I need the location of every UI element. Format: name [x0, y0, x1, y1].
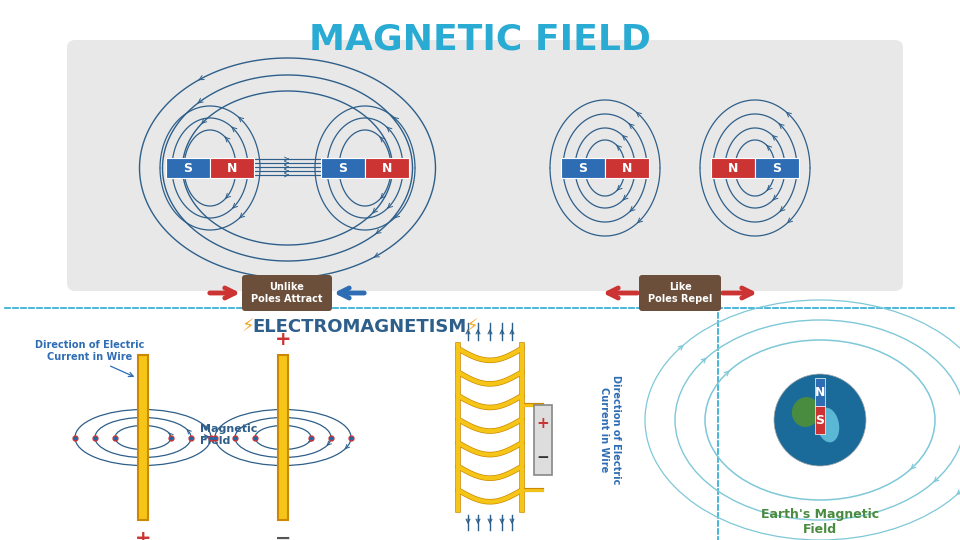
Text: Earth's Magnetic
Field: Earth's Magnetic Field — [761, 508, 879, 536]
Text: N: N — [815, 386, 826, 399]
Ellipse shape — [817, 408, 839, 442]
Text: S: S — [339, 161, 348, 174]
Text: N: N — [622, 161, 633, 174]
Bar — [534, 405, 552, 475]
FancyBboxPatch shape — [639, 275, 721, 311]
Text: −: − — [275, 529, 291, 540]
Text: ⚡: ⚡ — [242, 318, 254, 336]
Text: Direction of Electric
Current in Wire: Direction of Electric Current in Wire — [36, 340, 145, 362]
Text: S: S — [815, 414, 825, 427]
Text: N: N — [227, 161, 237, 174]
Text: Unlike
Poles Attract: Unlike Poles Attract — [252, 282, 323, 304]
Text: Like
Poles Repel: Like Poles Repel — [648, 282, 712, 304]
Text: N: N — [728, 161, 738, 174]
Text: +: + — [275, 330, 291, 349]
Ellipse shape — [792, 397, 820, 427]
Text: Direction of Electric
Current in Wire: Direction of Electric Current in Wire — [599, 375, 621, 485]
Text: MAGNETIC FIELD: MAGNETIC FIELD — [309, 22, 651, 56]
FancyBboxPatch shape — [67, 40, 903, 291]
Bar — [365, 158, 409, 178]
Bar — [210, 158, 254, 178]
Text: −: − — [537, 449, 549, 464]
Bar — [815, 406, 825, 434]
Bar — [711, 158, 755, 178]
Text: S: S — [773, 161, 781, 174]
Bar — [561, 158, 605, 178]
Text: +: + — [134, 529, 152, 540]
Bar — [138, 355, 148, 520]
Text: Magnetic
Field: Magnetic Field — [200, 424, 257, 446]
Bar — [278, 355, 288, 520]
Bar — [755, 158, 799, 178]
Circle shape — [774, 374, 866, 466]
Text: S: S — [579, 161, 588, 174]
Bar — [815, 378, 825, 406]
Text: +: + — [537, 415, 549, 430]
Bar — [605, 158, 649, 178]
Text: ⚡: ⚡ — [466, 318, 478, 336]
Text: S: S — [183, 161, 193, 174]
Text: N: N — [382, 161, 393, 174]
Text: ELECTROMAGNETISM: ELECTROMAGNETISM — [252, 318, 468, 336]
FancyBboxPatch shape — [242, 275, 332, 311]
Bar — [166, 158, 210, 178]
Bar — [321, 158, 365, 178]
